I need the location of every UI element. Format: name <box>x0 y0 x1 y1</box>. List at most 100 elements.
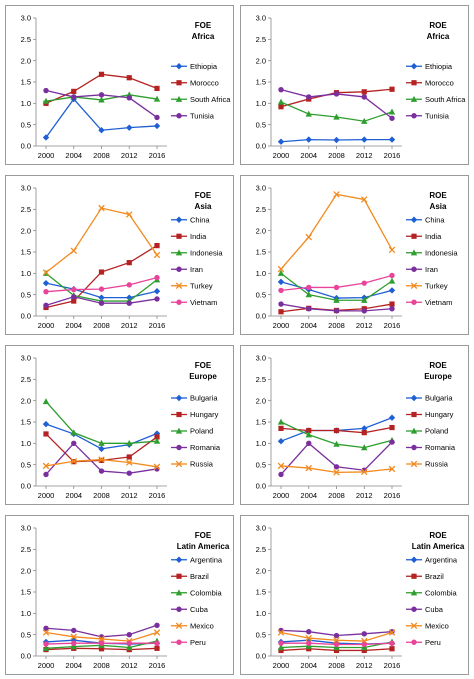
data-point <box>277 629 285 636</box>
legend-label: Hungary <box>425 410 454 419</box>
x-tick-label: 2004 <box>300 661 317 670</box>
legend-label: Ethiopia <box>425 62 453 71</box>
x-tick-label: 2004 <box>300 151 317 160</box>
y-tick-label: 1.5 <box>256 78 266 87</box>
series-mexico <box>277 629 396 645</box>
data-point <box>277 265 285 273</box>
x-tick-label: 2008 <box>93 491 110 500</box>
data-point <box>333 641 340 648</box>
data-point <box>389 301 395 307</box>
x-tick-label: 2012 <box>356 321 373 330</box>
data-point <box>278 309 284 315</box>
data-point <box>333 427 340 434</box>
legend-label: Peru <box>425 638 441 647</box>
chart-subtitle: Africa <box>427 32 450 41</box>
x-tick-label: 2016 <box>384 321 401 330</box>
legend-label: Colombia <box>190 588 223 597</box>
legend-label: Romania <box>425 443 456 452</box>
data-point <box>305 634 313 642</box>
legend-item: Colombia <box>171 588 223 597</box>
x-tick-label: 2000 <box>273 151 290 160</box>
y-tick-label: 2.0 <box>21 566 31 575</box>
y-tick-label: 2.0 <box>21 226 31 235</box>
legend-item: Argentina <box>171 555 223 564</box>
data-point <box>361 444 368 451</box>
data-point <box>278 287 284 294</box>
data-point <box>126 124 133 131</box>
legend-marker <box>411 411 417 418</box>
data-point <box>71 298 77 304</box>
data-point <box>361 308 367 314</box>
data-point <box>360 468 368 476</box>
legend-label: Cuba <box>425 605 444 614</box>
series-peru <box>43 640 160 647</box>
y-tick-label: 3.0 <box>21 14 31 23</box>
legend-item: South Africa <box>171 95 231 104</box>
data-point <box>71 94 77 100</box>
legend-label: Indonesia <box>425 248 458 257</box>
data-point <box>153 95 161 102</box>
data-point <box>277 278 285 286</box>
y-tick-label: 1.5 <box>256 418 266 427</box>
legend-item: Colombia <box>406 588 458 597</box>
data-point <box>333 647 340 654</box>
legend-marker <box>175 622 183 630</box>
chart-panel-foe-africa: 0.0 0.5 1.0 1.5 2.0 2.5 3.0 2000 2004 2008 2012 201… <box>5 5 234 165</box>
data-point <box>98 269 105 275</box>
data-point <box>361 631 367 637</box>
data-point <box>361 430 367 436</box>
data-point <box>361 280 367 286</box>
data-point <box>333 440 340 447</box>
data-point <box>98 71 105 77</box>
legend-item: Argentina <box>406 555 458 564</box>
legend-label: Ethiopia <box>190 62 218 71</box>
legend-marker <box>175 95 183 102</box>
data-point <box>278 301 284 307</box>
data-point <box>153 463 161 471</box>
data-point <box>71 440 77 447</box>
x-tick-label: 2016 <box>149 661 166 670</box>
data-point <box>333 113 340 120</box>
y-tick-label: 3.0 <box>256 14 266 23</box>
data-point <box>125 211 133 218</box>
legend-marker <box>410 556 418 563</box>
x-tick-label: 2004 <box>65 151 82 160</box>
x-tick-label: 2008 <box>93 321 110 330</box>
data-point <box>98 640 105 646</box>
series-vietnam <box>43 274 160 295</box>
y-tick-label: 1.5 <box>256 248 266 257</box>
series-russia <box>42 456 161 471</box>
data-point <box>278 647 284 654</box>
data-point <box>42 279 50 287</box>
x-tick-label: 2008 <box>93 661 110 670</box>
legend-marker <box>176 639 182 645</box>
data-point <box>154 85 160 91</box>
data-point <box>388 108 396 115</box>
legend-item: Mexico <box>406 621 449 630</box>
legend-marker <box>411 233 417 239</box>
legend-item: Russia <box>406 460 449 469</box>
y-tick-label: 2.5 <box>21 545 31 554</box>
chart-title: FOE <box>195 191 212 200</box>
legend-item: Iran <box>406 265 438 274</box>
series-romania <box>43 440 160 478</box>
y-tick-label: 2.5 <box>256 205 266 214</box>
y-tick-label: 2.0 <box>256 56 266 65</box>
data-point <box>43 625 49 631</box>
y-tick-label: 2.0 <box>21 396 31 405</box>
data-point <box>306 628 312 635</box>
series-tunisia <box>278 86 395 121</box>
legend-marker <box>411 266 417 272</box>
y-tick-label: 1.0 <box>21 269 31 278</box>
legend-marker <box>410 589 418 596</box>
chart-subtitle: Asia <box>430 202 447 211</box>
chart-subtitle: Europe <box>189 372 217 381</box>
y-tick-label: 0.5 <box>21 120 31 129</box>
data-point <box>42 629 50 636</box>
legend-item: Turkey <box>171 281 213 290</box>
chart-panel-foe-europe: 0.0 0.5 1.0 1.5 2.0 2.5 3.0 2000 2004 2008 2012 201… <box>5 345 234 505</box>
data-point <box>70 429 77 436</box>
chart-title: FOE <box>195 21 212 30</box>
data-point <box>154 434 160 440</box>
y-tick-label: 3.0 <box>21 524 31 533</box>
